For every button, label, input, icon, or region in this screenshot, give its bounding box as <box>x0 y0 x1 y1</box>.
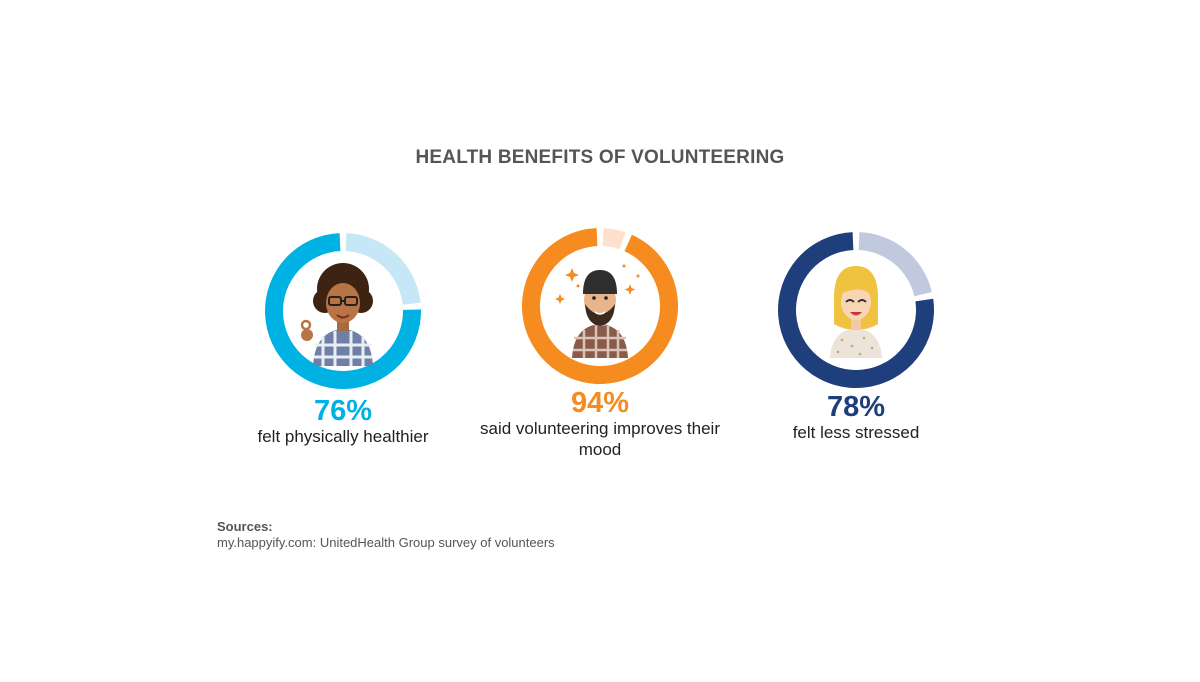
percent-label-2: 94% <box>570 387 630 419</box>
stat-physically-healthier: 76% felt physically healthier <box>203 230 483 447</box>
donut-remainder-slice-2 <box>602 228 626 250</box>
donut-chart-3 <box>778 232 934 388</box>
donut-remainder-slice-1 <box>345 233 421 305</box>
sources: Sources: my.happyify.com: UnitedHealth G… <box>217 519 555 551</box>
sources-text: my.happyify.com: UnitedHealth Group surv… <box>217 535 555 550</box>
chart-title: HEALTH BENEFITS OF VOLUNTEERING <box>415 147 785 168</box>
caption-3: felt less stressed <box>792 423 920 442</box>
donut-chart-2 <box>522 228 678 384</box>
stat-less-stressed: 78% felt less stressed <box>716 232 996 443</box>
donut-remainder-slice-3 <box>858 232 932 297</box>
woman-with-glasses-icon <box>300 263 373 366</box>
donut-chart-1 <box>265 233 421 389</box>
blonde-woman-icon <box>830 266 882 358</box>
bearded-man-icon <box>555 264 640 358</box>
sources-heading: Sources: <box>217 519 273 534</box>
caption-1: felt physically healthier <box>257 427 429 446</box>
percent-label-1: 76% <box>313 395 373 427</box>
percent-label-3: 78% <box>826 391 886 423</box>
caption-2: said volunteering improves their mood <box>479 419 720 459</box>
stat-improves-mood: 94% said volunteering improves their moo… <box>460 228 740 460</box>
